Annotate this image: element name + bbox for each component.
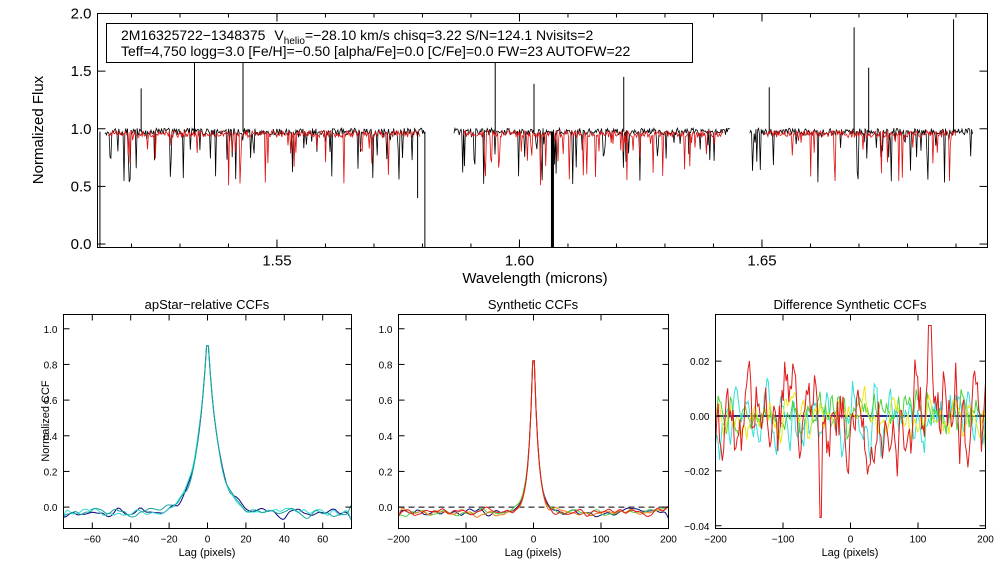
y-tick-label: 0.00: [690, 412, 710, 423]
difference-ccf-xlabel: Lag (pixels): [822, 547, 879, 559]
y-tick-label: 0.4: [44, 432, 58, 443]
observed-spectrum-line: [749, 127, 973, 183]
y-tick-label: 1.0: [379, 325, 393, 336]
apstar-ccf-xlabel: Lag (pixels): [179, 547, 236, 559]
x-tick-label: 100: [910, 535, 927, 546]
y-tick-label: 0.6: [379, 396, 393, 407]
x-tick-label: 100: [593, 535, 610, 546]
synthetic-ccf-data: [398, 360, 669, 519]
difference-series-line: [715, 325, 986, 518]
x-tick-label: 40: [279, 535, 291, 546]
info-box: 2M16325722−1348375 Vhelio=−28.10 km/s chi…: [106, 23, 693, 63]
info-box-frame: [106, 23, 693, 63]
difference-ccf-ticks: −200 −100 0 100 200 −0.04 −0.02 0.00 0.02: [684, 314, 994, 546]
x-tick-label: −60: [84, 535, 101, 546]
y-tick-label: −0.04: [684, 522, 710, 533]
apstar-ccf-ticks: −60 −40 −20 0 20 40 60 0.0 0.2 0.4 0.6 0.8 1.0: [44, 314, 352, 546]
x-tick-label: 60: [317, 535, 329, 546]
y-tick-label: 0.4: [379, 432, 393, 443]
x-tick-label: 0: [531, 535, 537, 546]
ccf-series-line: [398, 360, 669, 518]
apstar-ccf-panel: −60 −40 −20 0 20 40 60 0.0 0.2 0.4 0.6 0.8 1.0 apSta…: [40, 297, 352, 559]
synthetic-ccf-axes-frame: [398, 314, 669, 529]
difference-ccf-data: [715, 325, 986, 518]
spectrum-data: [99, 19, 973, 248]
y-tick-label: 0.0: [71, 236, 92, 253]
x-tick-label: 1.65: [747, 253, 776, 270]
x-tick-label: −100: [772, 535, 795, 546]
synthetic-ccf-xlabel: Lag (pixels): [505, 547, 562, 559]
x-tick-label: 200: [660, 535, 677, 546]
y-tick-label: 0.8: [44, 360, 58, 371]
x-tick-label: −200: [704, 535, 727, 546]
x-tick-label: 200: [977, 535, 994, 546]
spectrum-axes-frame: [97, 13, 988, 248]
y-tick-label: 0.6: [44, 396, 58, 407]
spectrum-panel: 1.55 1.60 1.65 0.0 0.5 1.0 1.5 2.0 2M16325722−1…: [30, 6, 988, 287]
y-tick-label: 0.2: [379, 467, 393, 478]
vhelio-subscript: helio: [284, 36, 306, 47]
observed-spectrum-line: [453, 126, 730, 185]
ccf-series-line: [63, 345, 352, 521]
y-tick-label: 1.0: [44, 325, 58, 336]
y-tick-label: 2.0: [71, 6, 92, 23]
synthetic-ccf-panel: −200 −100 0 100 200 0.0 0.2 0.4 0.6 0.8 1.0 Synthe…: [379, 297, 678, 559]
x-tick-label: −20: [161, 535, 178, 546]
x-tick-label: 20: [240, 535, 252, 546]
x-tick-label: 1.60: [505, 253, 534, 270]
y-tick-label: 0.8: [379, 360, 393, 371]
x-tick-label: −100: [455, 535, 478, 546]
spectrum-ylabel: Normalized Flux: [30, 75, 47, 184]
model-spectrum-line: [107, 129, 421, 186]
y-tick-label: 0.5: [71, 178, 92, 195]
y-tick-label: 0.2: [44, 467, 58, 478]
x-tick-label: 0: [848, 535, 854, 546]
ccf-series-line: [398, 360, 669, 518]
x-tick-label: 0: [205, 535, 211, 546]
y-tick-label: 0.0: [379, 503, 393, 514]
info-line-2: Teff=4,750 logg=3.0 [Fe/H]=−0.50 [alpha/…: [121, 43, 630, 59]
vhelio-symbol: V: [274, 27, 284, 43]
ccf-series-line: [63, 345, 352, 519]
difference-series-line: [715, 376, 986, 460]
ccf-series-line: [398, 360, 669, 519]
model-spectrum-line: [463, 129, 724, 186]
apstar-ccf-ylabel: Normalized CCF: [40, 380, 52, 462]
x-tick-label: −200: [387, 535, 410, 546]
difference-ccf-title: Difference Synthetic CCFs: [774, 297, 927, 312]
spectrum-xlabel: Wavelength (microns): [462, 270, 607, 287]
y-tick-label: −0.02: [684, 467, 710, 478]
y-tick-label: 1.5: [71, 63, 92, 80]
x-tick-label: −40: [122, 535, 139, 546]
star-id: 2M16325722−1348375: [121, 27, 266, 43]
synthetic-ccf-ticks: −200 −100 0 100 200 0.0 0.2 0.4 0.6 0.8 1.0: [379, 314, 677, 546]
x-tick-label: 1.55: [262, 253, 291, 270]
difference-series-line: [715, 389, 986, 449]
y-tick-label: 1.0: [71, 121, 92, 138]
model-spectrum-line: [764, 129, 956, 182]
info-line-1: 2M16325722−1348375 Vhelio=−28.10 km/s chi…: [121, 27, 593, 47]
apstar-ccf-title: apStar−relative CCFs: [145, 297, 270, 312]
ccf-series-line: [398, 360, 669, 518]
apstar-ccf-axes-frame: [63, 314, 352, 529]
y-tick-label: 0.0: [44, 503, 58, 514]
apstar-ccf-data: [63, 345, 352, 521]
difference-ccf-panel: −200 −100 0 100 200 −0.04 −0.02 0.00 0.02 Differ…: [684, 297, 994, 559]
synthetic-ccf-title: Synthetic CCFs: [488, 297, 579, 312]
y-tick-label: 0.02: [690, 357, 710, 368]
spectrum-ticks: 1.55 1.60 1.65 0.0 0.5 1.0 1.5 2.0: [71, 6, 988, 270]
vhelio-values: =−28.10 km/s chisq=3.22 S/N=124.1 Nvisit…: [305, 27, 594, 43]
ccf-series-line: [63, 345, 352, 521]
